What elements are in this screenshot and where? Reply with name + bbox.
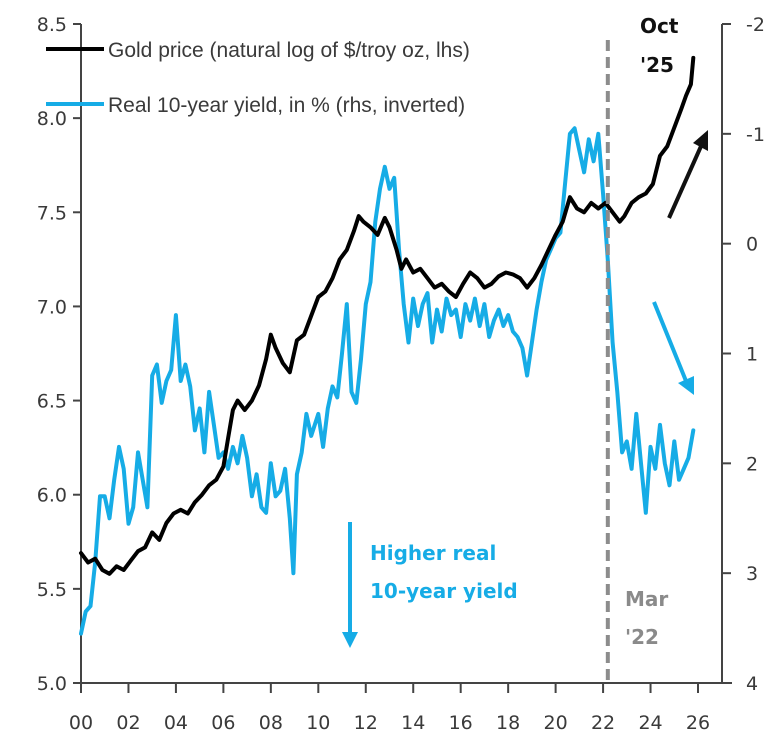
y-left-tick-label: 8.5 [37,14,67,36]
y-right-tick-label: 1 [746,344,758,366]
x-tick-label: 22 [591,712,615,734]
y-right-tick-label: 4 [746,673,758,695]
x-tick-label: 20 [544,712,568,734]
real-yield-line [79,126,696,636]
y-left-tick-label: 7.0 [37,296,67,318]
higher-yield-note-line1: Higher real [370,541,496,565]
end-label-month: Oct [640,14,679,38]
x-tick-label: 24 [638,712,662,734]
x-tick-label: 14 [401,712,425,734]
y-right-tick-label: 0 [746,234,758,256]
end-label-year: '25 [640,53,674,77]
mar-22-label-month: Mar [625,587,668,611]
x-tick-label: 02 [116,712,140,734]
y-left-tick-label: 7.5 [37,202,67,224]
x-tick-label: 04 [164,712,188,734]
x-tick-label: 06 [211,712,235,734]
yield-trend-arrow [652,301,694,395]
legend-yield-label: Real 10-year yield, in % (rhs, inverted) [108,94,465,117]
gold-price-line [79,55,696,576]
y-right-tick-label: -1 [746,124,765,146]
legend-gold-label: Gold price (natural log of $/troy oz, lh… [108,39,470,62]
higher-yield-note-line2: 10-year yield [370,579,518,603]
y-left-tick-label: 5.0 [37,673,67,695]
y-right-tick-label: 2 [746,453,758,475]
x-tick-label: 26 [686,712,710,734]
x-tick-label: 00 [69,712,93,734]
x-tick-label: 18 [496,712,520,734]
y-right-tick-label: -2 [746,14,765,36]
x-tick-label: 08 [259,712,283,734]
x-tick-label: 16 [449,712,473,734]
y-right-tick-label: 3 [746,563,758,585]
legend: Gold price (natural log of $/troy oz, lh… [46,39,470,117]
gold-trend-arrow [667,130,708,219]
series-group [79,55,696,636]
y-left-tick-label: 5.5 [37,579,67,601]
y-left-tick-label: 6.0 [37,485,67,507]
y-left-tick-label: 8.0 [37,108,67,130]
yield-direction-arrow [342,522,358,648]
x-tick-label: 10 [306,712,330,734]
mar-22-label-year: '22 [625,625,659,649]
y-left-tick-label: 6.5 [37,391,67,413]
x-tick-label: 12 [354,712,378,734]
